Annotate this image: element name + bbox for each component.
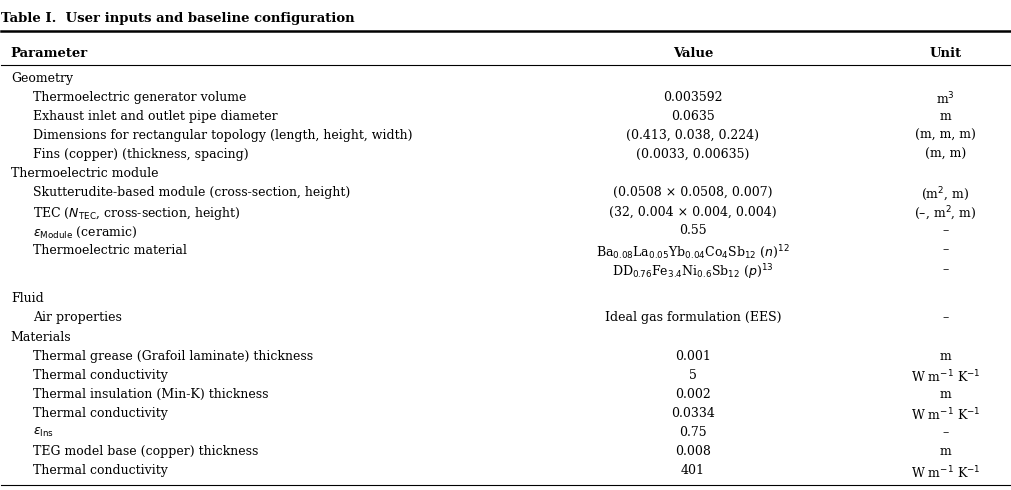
Text: m: m xyxy=(939,110,950,123)
Text: Table I.  User inputs and baseline configuration: Table I. User inputs and baseline config… xyxy=(1,12,354,25)
Text: 401: 401 xyxy=(680,465,705,477)
Text: (0.413, 0.038, 0.224): (0.413, 0.038, 0.224) xyxy=(626,129,758,142)
Text: Skutterudite-based module (cross-section, height): Skutterudite-based module (cross-section… xyxy=(33,186,350,199)
Text: Thermal conductivity: Thermal conductivity xyxy=(33,407,168,420)
Text: 0.003592: 0.003592 xyxy=(662,91,722,104)
Text: –: – xyxy=(941,244,947,257)
Text: Ideal gas formulation (EES): Ideal gas formulation (EES) xyxy=(605,312,780,324)
Text: –: – xyxy=(941,224,947,238)
Text: Thermal grease (Grafoil laminate) thickness: Thermal grease (Grafoil laminate) thickn… xyxy=(33,350,312,363)
Text: m$^3$: m$^3$ xyxy=(935,91,954,107)
Text: 0.001: 0.001 xyxy=(674,350,710,363)
Text: $\varepsilon_\mathrm{Ins}$: $\varepsilon_\mathrm{Ins}$ xyxy=(33,426,54,440)
Text: –: – xyxy=(941,263,947,276)
Text: $\varepsilon_\mathrm{Module}$ (ceramic): $\varepsilon_\mathrm{Module}$ (ceramic) xyxy=(33,224,137,240)
Text: Air properties: Air properties xyxy=(33,312,121,324)
Text: Thermoelectric module: Thermoelectric module xyxy=(11,167,158,180)
Text: Dimensions for rectangular topology (length, height, width): Dimensions for rectangular topology (len… xyxy=(33,129,412,142)
Text: m: m xyxy=(939,445,950,458)
Text: 0.55: 0.55 xyxy=(678,224,706,238)
Text: (0.0033, 0.00635): (0.0033, 0.00635) xyxy=(636,148,749,161)
Text: W m$^{-1}$ K$^{-1}$: W m$^{-1}$ K$^{-1}$ xyxy=(910,369,980,386)
Text: 0.75: 0.75 xyxy=(678,426,706,439)
Text: Thermoelectric material: Thermoelectric material xyxy=(33,244,187,257)
Text: Thermal conductivity: Thermal conductivity xyxy=(33,465,168,477)
Text: (m$^2$, m): (m$^2$, m) xyxy=(920,186,969,204)
Text: (0.0508 × 0.0508, 0.007): (0.0508 × 0.0508, 0.007) xyxy=(613,186,772,199)
Text: W m$^{-1}$ K$^{-1}$: W m$^{-1}$ K$^{-1}$ xyxy=(910,465,980,481)
Text: –: – xyxy=(941,312,947,324)
Text: m: m xyxy=(939,350,950,363)
Text: 0.002: 0.002 xyxy=(674,388,710,401)
Text: 5: 5 xyxy=(688,369,697,382)
Text: Parameter: Parameter xyxy=(11,47,88,60)
Text: Thermal conductivity: Thermal conductivity xyxy=(33,369,168,382)
Text: (m, m, m): (m, m, m) xyxy=(914,129,975,142)
Text: (–, m$^2$, m): (–, m$^2$, m) xyxy=(913,205,976,223)
Text: 0.008: 0.008 xyxy=(674,445,710,458)
Text: TEG model base (copper) thickness: TEG model base (copper) thickness xyxy=(33,445,258,458)
Text: Exhaust inlet and outlet pipe diameter: Exhaust inlet and outlet pipe diameter xyxy=(33,110,277,123)
Text: Thermoelectric generator volume: Thermoelectric generator volume xyxy=(33,91,246,104)
Text: 0.0334: 0.0334 xyxy=(670,407,714,420)
Text: (m, m): (m, m) xyxy=(924,148,966,161)
Text: (32, 0.004 × 0.004, 0.004): (32, 0.004 × 0.004, 0.004) xyxy=(609,205,776,219)
Text: Materials: Materials xyxy=(11,331,72,343)
Text: Value: Value xyxy=(672,47,713,60)
Text: Ba$_{0.08}$La$_{0.05}$Yb$_{0.04}$Co$_4$Sb$_{12}$ ($n$)$^{12}$: Ba$_{0.08}$La$_{0.05}$Yb$_{0.04}$Co$_4$S… xyxy=(595,244,789,262)
Text: W m$^{-1}$ K$^{-1}$: W m$^{-1}$ K$^{-1}$ xyxy=(910,407,980,424)
Text: TEC ($N_\mathrm{TEC}$, cross-section, height): TEC ($N_\mathrm{TEC}$, cross-section, he… xyxy=(33,205,241,222)
Text: 0.0635: 0.0635 xyxy=(670,110,714,123)
Text: Unit: Unit xyxy=(929,47,960,60)
Text: Geometry: Geometry xyxy=(11,72,73,85)
Text: –: – xyxy=(941,426,947,439)
Text: m: m xyxy=(939,388,950,401)
Text: Thermal insulation (Min-K) thickness: Thermal insulation (Min-K) thickness xyxy=(33,388,268,401)
Text: DD$_{0.76}$Fe$_{3.4}$Ni$_{0.6}$Sb$_{12}$ ($p$)$^{13}$: DD$_{0.76}$Fe$_{3.4}$Ni$_{0.6}$Sb$_{12}$… xyxy=(612,263,773,282)
Text: Fins (copper) (thickness, spacing): Fins (copper) (thickness, spacing) xyxy=(33,148,249,161)
Text: Fluid: Fluid xyxy=(11,293,43,305)
